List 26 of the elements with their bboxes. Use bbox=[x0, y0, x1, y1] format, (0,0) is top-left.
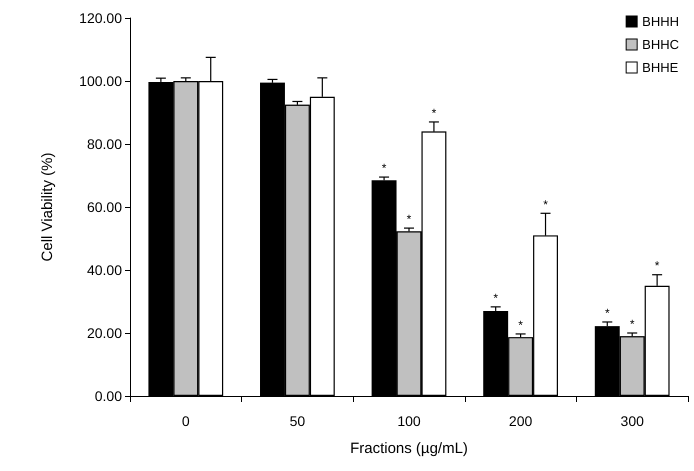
y-tick-label: 100.00 bbox=[79, 73, 122, 89]
data-label: * bbox=[604, 306, 610, 320]
x-tick-label: 50 bbox=[290, 413, 306, 429]
x-tick-label: 200 bbox=[508, 413, 532, 429]
x-tick-label: 0 bbox=[182, 413, 190, 429]
y-tick-label: 120.00 bbox=[79, 10, 122, 26]
data-label: * bbox=[432, 106, 437, 120]
legend-label: BHHC bbox=[642, 37, 680, 52]
data-label: * bbox=[406, 212, 412, 226]
legend-label: BHHE bbox=[642, 60, 679, 75]
x-axis-title: Fractions (µg/mL) bbox=[350, 440, 468, 457]
data-label: * bbox=[543, 197, 548, 212]
x-tick-label: 300 bbox=[620, 413, 644, 429]
data-label: * bbox=[654, 258, 660, 273]
y-tick-label: 80.00 bbox=[86, 136, 122, 152]
legend-label: BHHH bbox=[642, 14, 680, 29]
data-label: * bbox=[630, 317, 635, 331]
data-label: * bbox=[493, 290, 498, 305]
data-label: * bbox=[382, 161, 387, 176]
y-tick-label: 60.00 bbox=[86, 199, 122, 215]
y-tick-label: 20.00 bbox=[86, 325, 122, 341]
y-tick-label: 40.00 bbox=[86, 262, 122, 278]
y-axis-title: Cell Viability (%) bbox=[39, 152, 56, 262]
y-tick-label: 0.00 bbox=[94, 388, 122, 404]
x-tick-label: 100 bbox=[397, 413, 421, 429]
data-label: * bbox=[518, 318, 524, 332]
